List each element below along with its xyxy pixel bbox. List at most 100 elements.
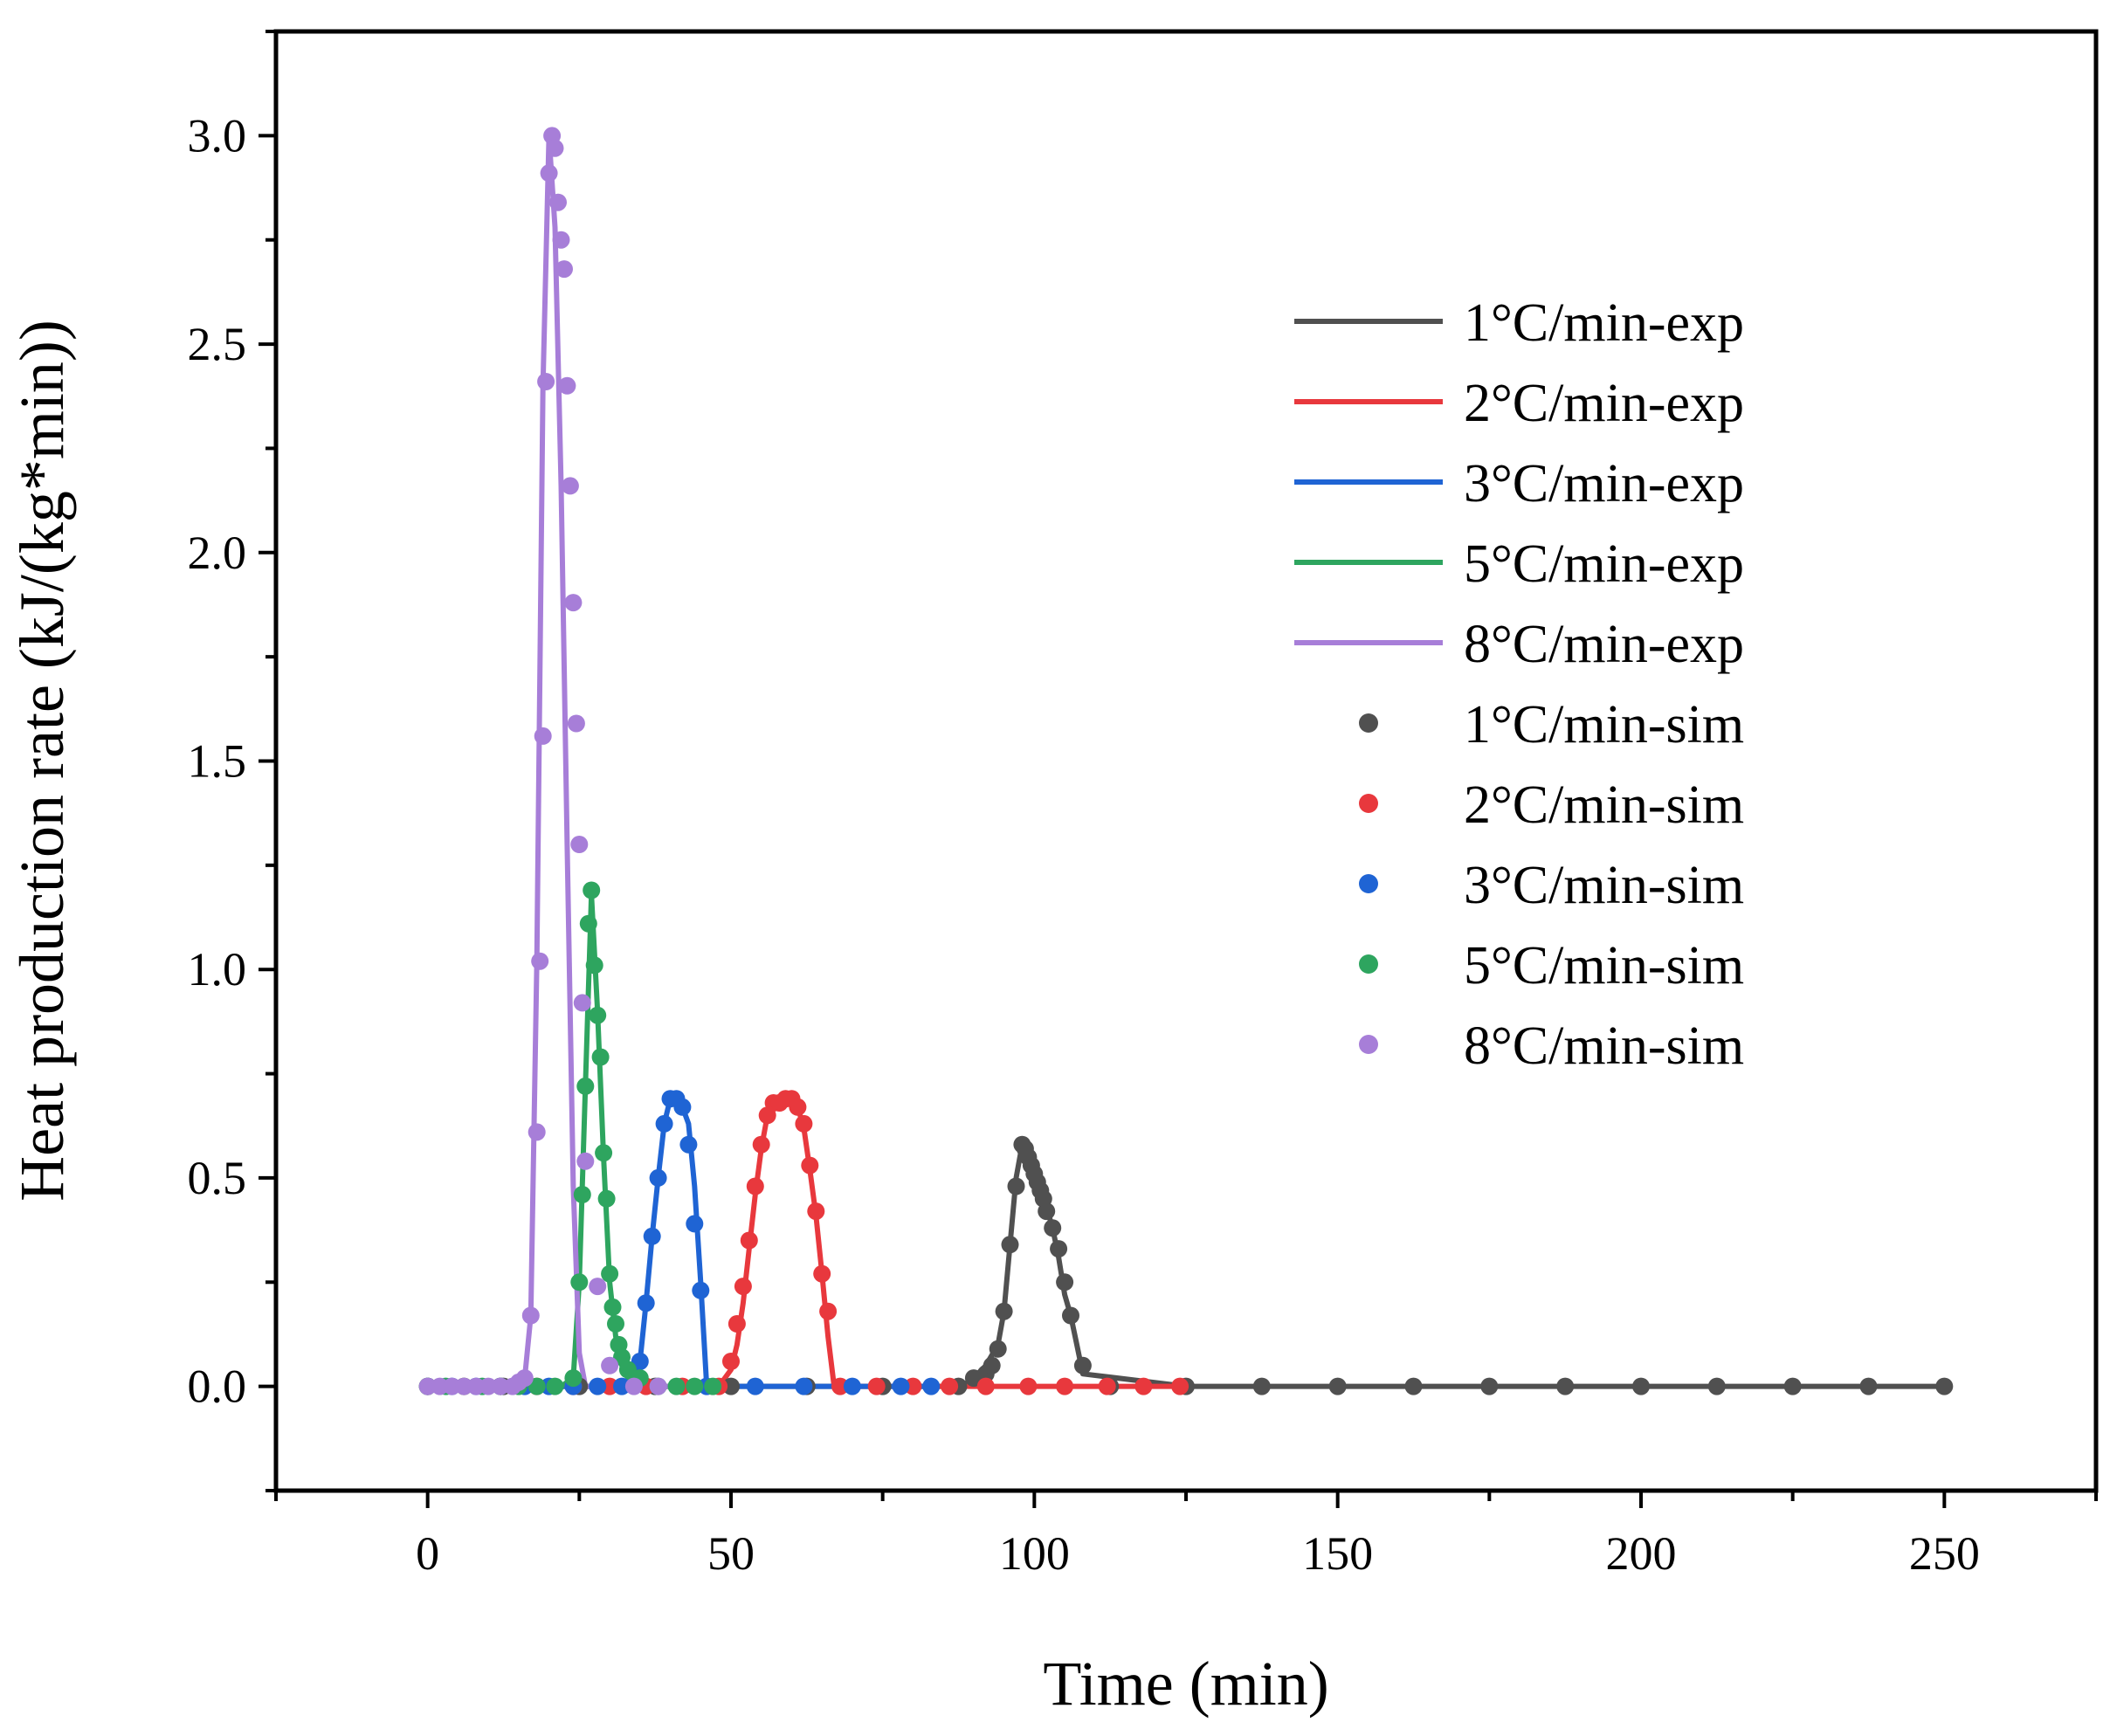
series-point-5	[531, 952, 549, 970]
series-point-5	[534, 727, 552, 745]
series-point-4	[564, 1369, 583, 1388]
series-point-5	[570, 836, 589, 853]
series-point-5	[649, 1377, 667, 1395]
series-point-1	[1001, 1236, 1019, 1254]
series-point-2	[941, 1377, 959, 1395]
series-point-5	[624, 1377, 643, 1395]
series-point-4	[601, 1264, 619, 1283]
series-point-4	[667, 1377, 686, 1395]
series-point-4	[704, 1377, 722, 1395]
x-tick-label: 200	[1606, 1527, 1677, 1580]
x-tick-label: 150	[1302, 1527, 1373, 1580]
series-point-1	[1935, 1377, 1954, 1395]
series-line-2	[427, 1096, 1186, 1389]
legend-marker-swatch	[1359, 1035, 1378, 1054]
series-point-5	[576, 1152, 595, 1170]
series-point-5	[521, 1306, 540, 1325]
x-tick-label: 100	[999, 1527, 1070, 1580]
legend-label: 1°C/min-exp	[1464, 293, 1744, 353]
series-point-4	[579, 914, 597, 933]
series-point-3	[643, 1227, 661, 1245]
series-point-3	[746, 1377, 764, 1395]
series-point-5	[573, 994, 591, 1012]
series-point-2	[813, 1264, 831, 1283]
x-axis-title: Time (min)	[1043, 1649, 1328, 1719]
legend-label: 1°C/min-sim	[1464, 695, 1744, 754]
series-point-1	[1056, 1273, 1074, 1292]
series-point-1	[1073, 1356, 1092, 1374]
series-point-2	[722, 1353, 740, 1370]
series-point-1	[1556, 1377, 1575, 1395]
series-point-2	[976, 1377, 995, 1395]
series-point-2	[1098, 1377, 1116, 1395]
series-point-4	[589, 1006, 607, 1024]
series-point-2	[1056, 1377, 1074, 1395]
series-point-1	[1038, 1202, 1056, 1221]
series-point-2	[727, 1315, 746, 1333]
series-point-5	[537, 373, 555, 390]
legend-label: 5°C/min-sim	[1464, 936, 1744, 995]
series-point-4	[607, 1315, 624, 1333]
series-point-4	[573, 1186, 591, 1203]
series-point-3	[673, 1098, 692, 1116]
series-point-2	[831, 1377, 849, 1395]
series-point-4	[597, 1189, 616, 1208]
series-point-5	[443, 1377, 461, 1395]
legend-marker-swatch	[1359, 874, 1378, 893]
series-point-5	[515, 1369, 534, 1388]
series-point-1	[1044, 1219, 1062, 1237]
series-point-4	[576, 1077, 595, 1095]
series-point-2	[601, 1377, 619, 1395]
series-line-3	[427, 1096, 932, 1389]
series-point-3	[692, 1281, 710, 1299]
series-point-1	[1404, 1377, 1423, 1395]
series-point-3	[892, 1377, 910, 1395]
series-point-1	[983, 1356, 1001, 1374]
series-point-5	[564, 594, 583, 612]
series-point-2	[746, 1177, 764, 1195]
series-point-2	[1134, 1377, 1153, 1395]
series-point-4	[595, 1144, 613, 1162]
y-axis-ticks: 0.0 0.5 1.0 1.5 2.0 2.5 3.0	[188, 30, 276, 1492]
series-point-3	[922, 1377, 941, 1395]
series-point-2	[734, 1278, 752, 1296]
series-point-4	[570, 1273, 589, 1292]
legend-label: 5°C/min-exp	[1464, 534, 1744, 594]
series-point-4	[585, 956, 603, 975]
legend-marker-swatch	[1359, 954, 1378, 974]
series-point-2	[1171, 1377, 1189, 1395]
series-point-5	[589, 1278, 607, 1296]
legend-label: 2°C/min-sim	[1464, 775, 1744, 835]
legend-label: 2°C/min-exp	[1464, 374, 1744, 433]
series-point-5	[549, 193, 567, 211]
series-point-5	[418, 1377, 437, 1395]
series-point-5	[601, 1356, 619, 1374]
series-line-5	[427, 133, 671, 1389]
series-point-1	[1062, 1306, 1079, 1325]
series-point-5	[558, 376, 576, 395]
legend: 1°C/min-exp 2°C/min-exp 3°C/min-exp 5°C/min…	[1294, 293, 1744, 1076]
series-point-3	[843, 1377, 861, 1395]
series-point-1	[1007, 1177, 1025, 1195]
series-point-3	[589, 1377, 607, 1395]
y-axis-title: Heat production rate (kJ/(kg*min))	[7, 320, 77, 1202]
series-point-4	[591, 1048, 610, 1066]
legend-label: 8°C/min-exp	[1464, 615, 1744, 674]
series-point-2	[819, 1302, 838, 1320]
legend-marker-swatch	[1359, 713, 1378, 733]
series-point-5	[546, 139, 564, 157]
y-tick-label: 2.0	[188, 527, 247, 579]
series-point-1	[1783, 1377, 1802, 1395]
series-point-5	[492, 1377, 509, 1395]
series-point-1	[1328, 1377, 1347, 1395]
series-point-5	[561, 477, 579, 495]
series-point-3	[795, 1377, 813, 1395]
y-tick-label: 3.0	[188, 109, 247, 162]
legend-label: 3°C/min-sim	[1464, 856, 1744, 915]
series-point-3	[649, 1168, 667, 1187]
series-layer	[418, 127, 1954, 1395]
series-point-5	[431, 1377, 449, 1395]
series-point-1	[1050, 1240, 1068, 1258]
x-tick-label: 0	[416, 1527, 439, 1580]
